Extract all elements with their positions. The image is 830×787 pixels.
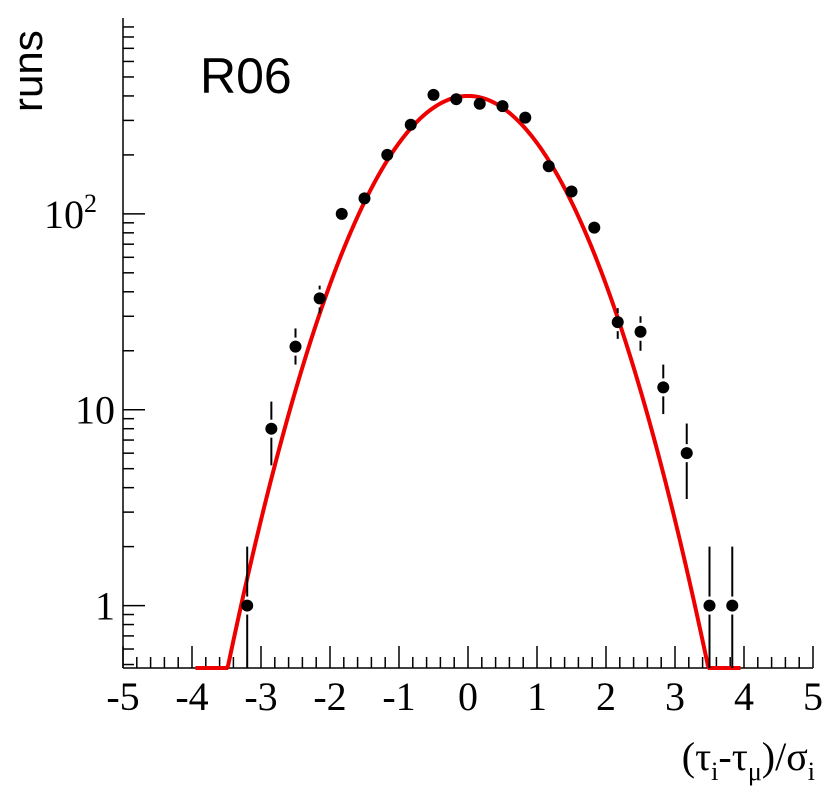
x-axis-label-sub-i: i: [711, 757, 718, 786]
x-tick-label: -5: [106, 674, 139, 719]
data-point: [289, 340, 302, 353]
x-tick-labels: -5 -4 -3 -2 -1 0 1 2 3 4 5: [106, 674, 823, 719]
y-tick-labels: 1 10 102: [44, 189, 115, 629]
x-axis-label-minus: -: [718, 734, 731, 779]
x-tick-label: 3: [665, 674, 685, 719]
x-tick-label: -3: [244, 674, 277, 719]
x-axis-label: (τi-τμ)/σi: [682, 734, 815, 786]
fit-curve: [195, 93, 741, 670]
data-point: [335, 207, 348, 220]
fit-curve-group: [195, 93, 741, 670]
x-tick-label: 1: [527, 674, 547, 719]
data-point: [241, 599, 254, 612]
x-axis-label-open: (: [682, 734, 695, 779]
data-point: [634, 325, 647, 338]
data-point: [427, 88, 440, 101]
data-point: [473, 97, 486, 110]
x-axis-label-sub-i2: i: [808, 757, 815, 786]
x-tick-label: 2: [596, 674, 616, 719]
data-point: [313, 292, 326, 305]
x-axis-label-tau-i: τ: [695, 734, 711, 779]
data-point: [519, 111, 532, 124]
data-point: [588, 221, 601, 234]
x-tick-label: -2: [313, 674, 346, 719]
data-point: [496, 100, 509, 113]
data-point: [265, 422, 278, 435]
y-axis-label: runs: [4, 30, 51, 112]
x-tick-label: 4: [734, 674, 754, 719]
data-point: [381, 148, 394, 161]
x-tick-label: 5: [803, 674, 823, 719]
data-point: [404, 118, 417, 131]
data-point: [565, 185, 578, 198]
data-points-group: [241, 88, 739, 668]
data-point: [450, 93, 463, 106]
x-tick-label: 0: [458, 674, 478, 719]
data-point: [726, 599, 739, 612]
data-point: [542, 160, 555, 173]
x-axis-label-close: )/: [762, 734, 787, 779]
data-point: [703, 599, 716, 612]
data-point: [657, 381, 670, 394]
x-axis-label-tau-mu: τ: [732, 734, 748, 779]
y-tick-label: 10: [75, 388, 115, 433]
data-point: [611, 316, 624, 329]
x-axis-label-sub-mu: μ: [748, 757, 762, 786]
y-tick-label: 1: [95, 584, 115, 629]
x-tick-label: -1: [382, 674, 415, 719]
y-tick-label: 102: [44, 189, 97, 237]
x-axis-label-sigma: σ: [786, 734, 808, 779]
x-tick-label: -4: [175, 674, 208, 719]
data-point: [358, 192, 371, 205]
data-point: [680, 447, 693, 460]
chart-title: R06: [200, 48, 292, 104]
